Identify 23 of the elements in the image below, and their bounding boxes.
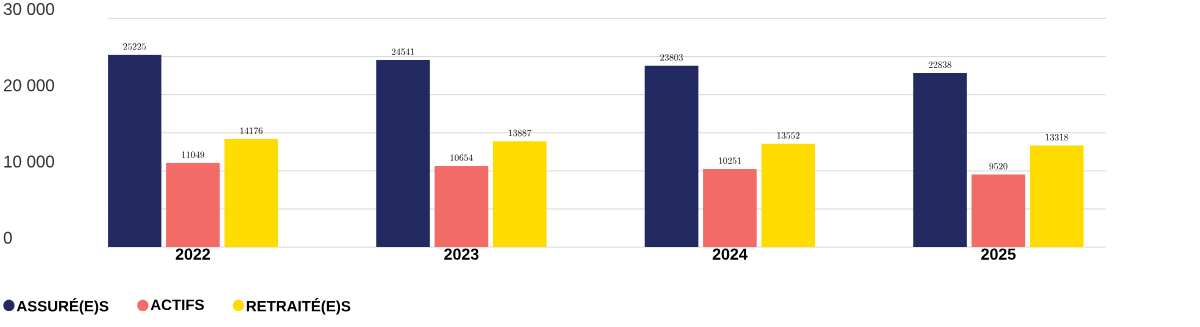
data-label: 23803 [660,54,683,61]
data-label: 10251 [719,157,741,164]
data-label: 24541 [391,48,414,55]
y-tick-label: 30 000 [3,3,55,16]
x-tick-label: 2022 [175,248,210,260]
data-label: 13552 [777,132,800,139]
y-tick-label: 0 [3,231,12,244]
data-label: 13318 [1045,134,1069,141]
data-label: 13887 [508,129,532,137]
x-tick-label: 2023 [444,248,479,260]
y-tick-label: 20 000 [3,79,55,92]
data-label: 10654 [450,154,473,161]
data-label: 22838 [928,61,952,68]
x-tick-label: 2025 [981,248,1016,260]
legend-label: ASSURÉ(E)S [16,298,109,315]
legend-label: ACTIFS [150,299,204,311]
data-label: 11049 [182,151,205,158]
legend-label: RETRAITÉ(E)S [246,298,351,315]
y-tick-label: 10 000 [4,155,55,168]
x-tick-label: 2024 [712,248,748,260]
data-label: 9520 [989,163,1008,170]
data-label: 14176 [240,127,263,134]
data-label: 25225 [123,43,146,50]
